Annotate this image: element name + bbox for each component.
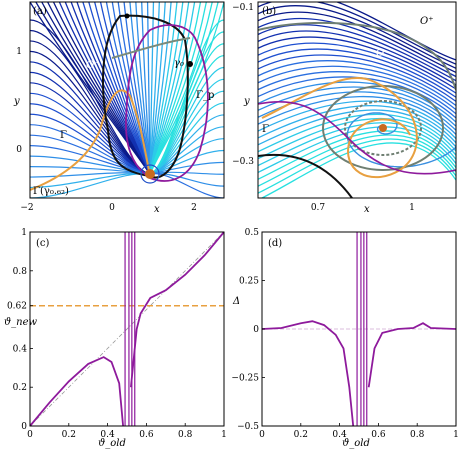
x-tick-label: 0.4 bbox=[332, 430, 347, 440]
x-tick-label: 1 bbox=[453, 430, 459, 440]
panel-b-ylabel: y bbox=[243, 96, 250, 107]
panel-a-purple-cycle bbox=[125, 24, 209, 182]
y-tick-label: 0 bbox=[21, 422, 27, 432]
panel-b-label-o-plus: O⁺ bbox=[420, 16, 433, 27]
series-line-1 bbox=[29, 356, 124, 427]
panel-a-gray-branch bbox=[111, 37, 191, 59]
series-line-1 bbox=[261, 320, 355, 427]
y-tick-label: 0 bbox=[253, 325, 259, 335]
panel-a-black-cycle bbox=[102, 14, 189, 179]
panel-b-black-curve bbox=[258, 153, 353, 198]
panel-a-ylabel: y bbox=[13, 96, 20, 107]
x-tick-label: 0.6 bbox=[371, 430, 386, 440]
y-tick-label: −0.5 bbox=[237, 422, 259, 432]
panel-d: (d) Δ ϑ_old 0 0.2 0.4 0.6 0.8 1 0.5 0.25 0 −0.25 −… bbox=[231, 228, 458, 449]
y-tick-label: 0.5 bbox=[245, 228, 260, 238]
panel-d-ylabel: Δ bbox=[232, 296, 240, 307]
x-tick-label: 0.8 bbox=[178, 430, 193, 440]
panel-b-xtick: 0.7 bbox=[311, 203, 326, 213]
series-line-2 bbox=[367, 322, 457, 388]
panel-d-xlabel: ϑ_old bbox=[342, 438, 370, 449]
panel-a-point-gamma bbox=[187, 61, 193, 67]
x-tick-label: 0.6 bbox=[139, 430, 154, 440]
panel-c-xlabel: ϑ_old bbox=[98, 438, 126, 449]
panel-a-point-top bbox=[124, 13, 130, 19]
x-tick-label: 0.2 bbox=[294, 430, 308, 440]
panel-b-focus bbox=[379, 124, 387, 132]
panel-b-purple-curve bbox=[258, 100, 456, 175]
panel-b-ytick: −0.1 bbox=[232, 3, 254, 13]
panel-d-tag: (d) bbox=[268, 238, 282, 249]
panel-b: (b) O⁺ O Γ 0.7 1 x −0.1 −0.3 y bbox=[232, 1, 457, 215]
panel-b-xtick: 1 bbox=[409, 203, 415, 213]
panel-a-tag: (a) bbox=[33, 6, 47, 17]
panel-a-ytick: 1 bbox=[16, 47, 22, 57]
y-tick-label: −0.25 bbox=[231, 374, 259, 384]
panel-b-gray-curve bbox=[258, 21, 456, 91]
panel-a-label-bottom: Γ(γ₀.₆₂) bbox=[33, 186, 69, 197]
panel-b-ytick: −0.3 bbox=[232, 157, 254, 167]
series-line-2 bbox=[130, 231, 225, 388]
panel-a-label-gamma-big: Γ bbox=[60, 130, 67, 141]
panel-a-ytick: 0 bbox=[16, 145, 22, 155]
panel-b-label-gamma: Γ bbox=[262, 124, 269, 135]
panel-a-orange-curve bbox=[30, 89, 151, 191]
panel-c-ylabel: ϑ_new bbox=[4, 317, 38, 328]
panel-b-label-o: O bbox=[376, 48, 384, 59]
panel-a-label-gamma: γ₀ bbox=[174, 58, 184, 69]
y-tick-label: 0.8 bbox=[13, 267, 28, 277]
panel-a-xtick: 0 bbox=[109, 203, 115, 213]
diagonal-line bbox=[29, 231, 225, 427]
x-tick-label: 0 bbox=[259, 430, 265, 440]
y-tick-label: 0.2 bbox=[13, 383, 27, 393]
panel-a-label-o-minus: O⁻ bbox=[86, 60, 99, 71]
panel-a-xtick: 2 bbox=[191, 203, 197, 213]
panel-a: (a) O⁻ γ₀ Γ_p Γ Γ(γ₀.₆₂) −2 0 2 x 1 0 y bbox=[13, 1, 225, 215]
y-tick-label: 0.4 bbox=[13, 344, 28, 354]
panel-b-tag: (b) bbox=[262, 6, 276, 17]
x-tick-label: 0.2 bbox=[62, 430, 76, 440]
x-tick-label: 0 bbox=[27, 430, 33, 440]
panel-b-orange-curve bbox=[261, 77, 418, 179]
y-tick-label: 0.25 bbox=[239, 277, 259, 287]
panel-a-xtick: −2 bbox=[20, 203, 33, 213]
x-tick-label: 0.4 bbox=[100, 430, 115, 440]
panel-a-label-gamma-p: Γ_p bbox=[196, 90, 214, 101]
panel-c: (c) ϑ_new ϑ_old 0 0.2 0.4 0.6 0.8 1 0 0.2 0.4 0.6… bbox=[4, 228, 227, 449]
x-tick-label: 0.8 bbox=[410, 430, 425, 440]
panel-b-xlabel: x bbox=[364, 204, 370, 215]
y-tick-label: 1 bbox=[21, 228, 27, 238]
panel-a-xlabel: x bbox=[154, 204, 160, 215]
y-tick-label: 0.62 bbox=[7, 302, 27, 312]
panel-a-focus bbox=[145, 169, 155, 179]
panel-c-tag: (c) bbox=[36, 238, 50, 249]
x-tick-label: 1 bbox=[221, 430, 227, 440]
